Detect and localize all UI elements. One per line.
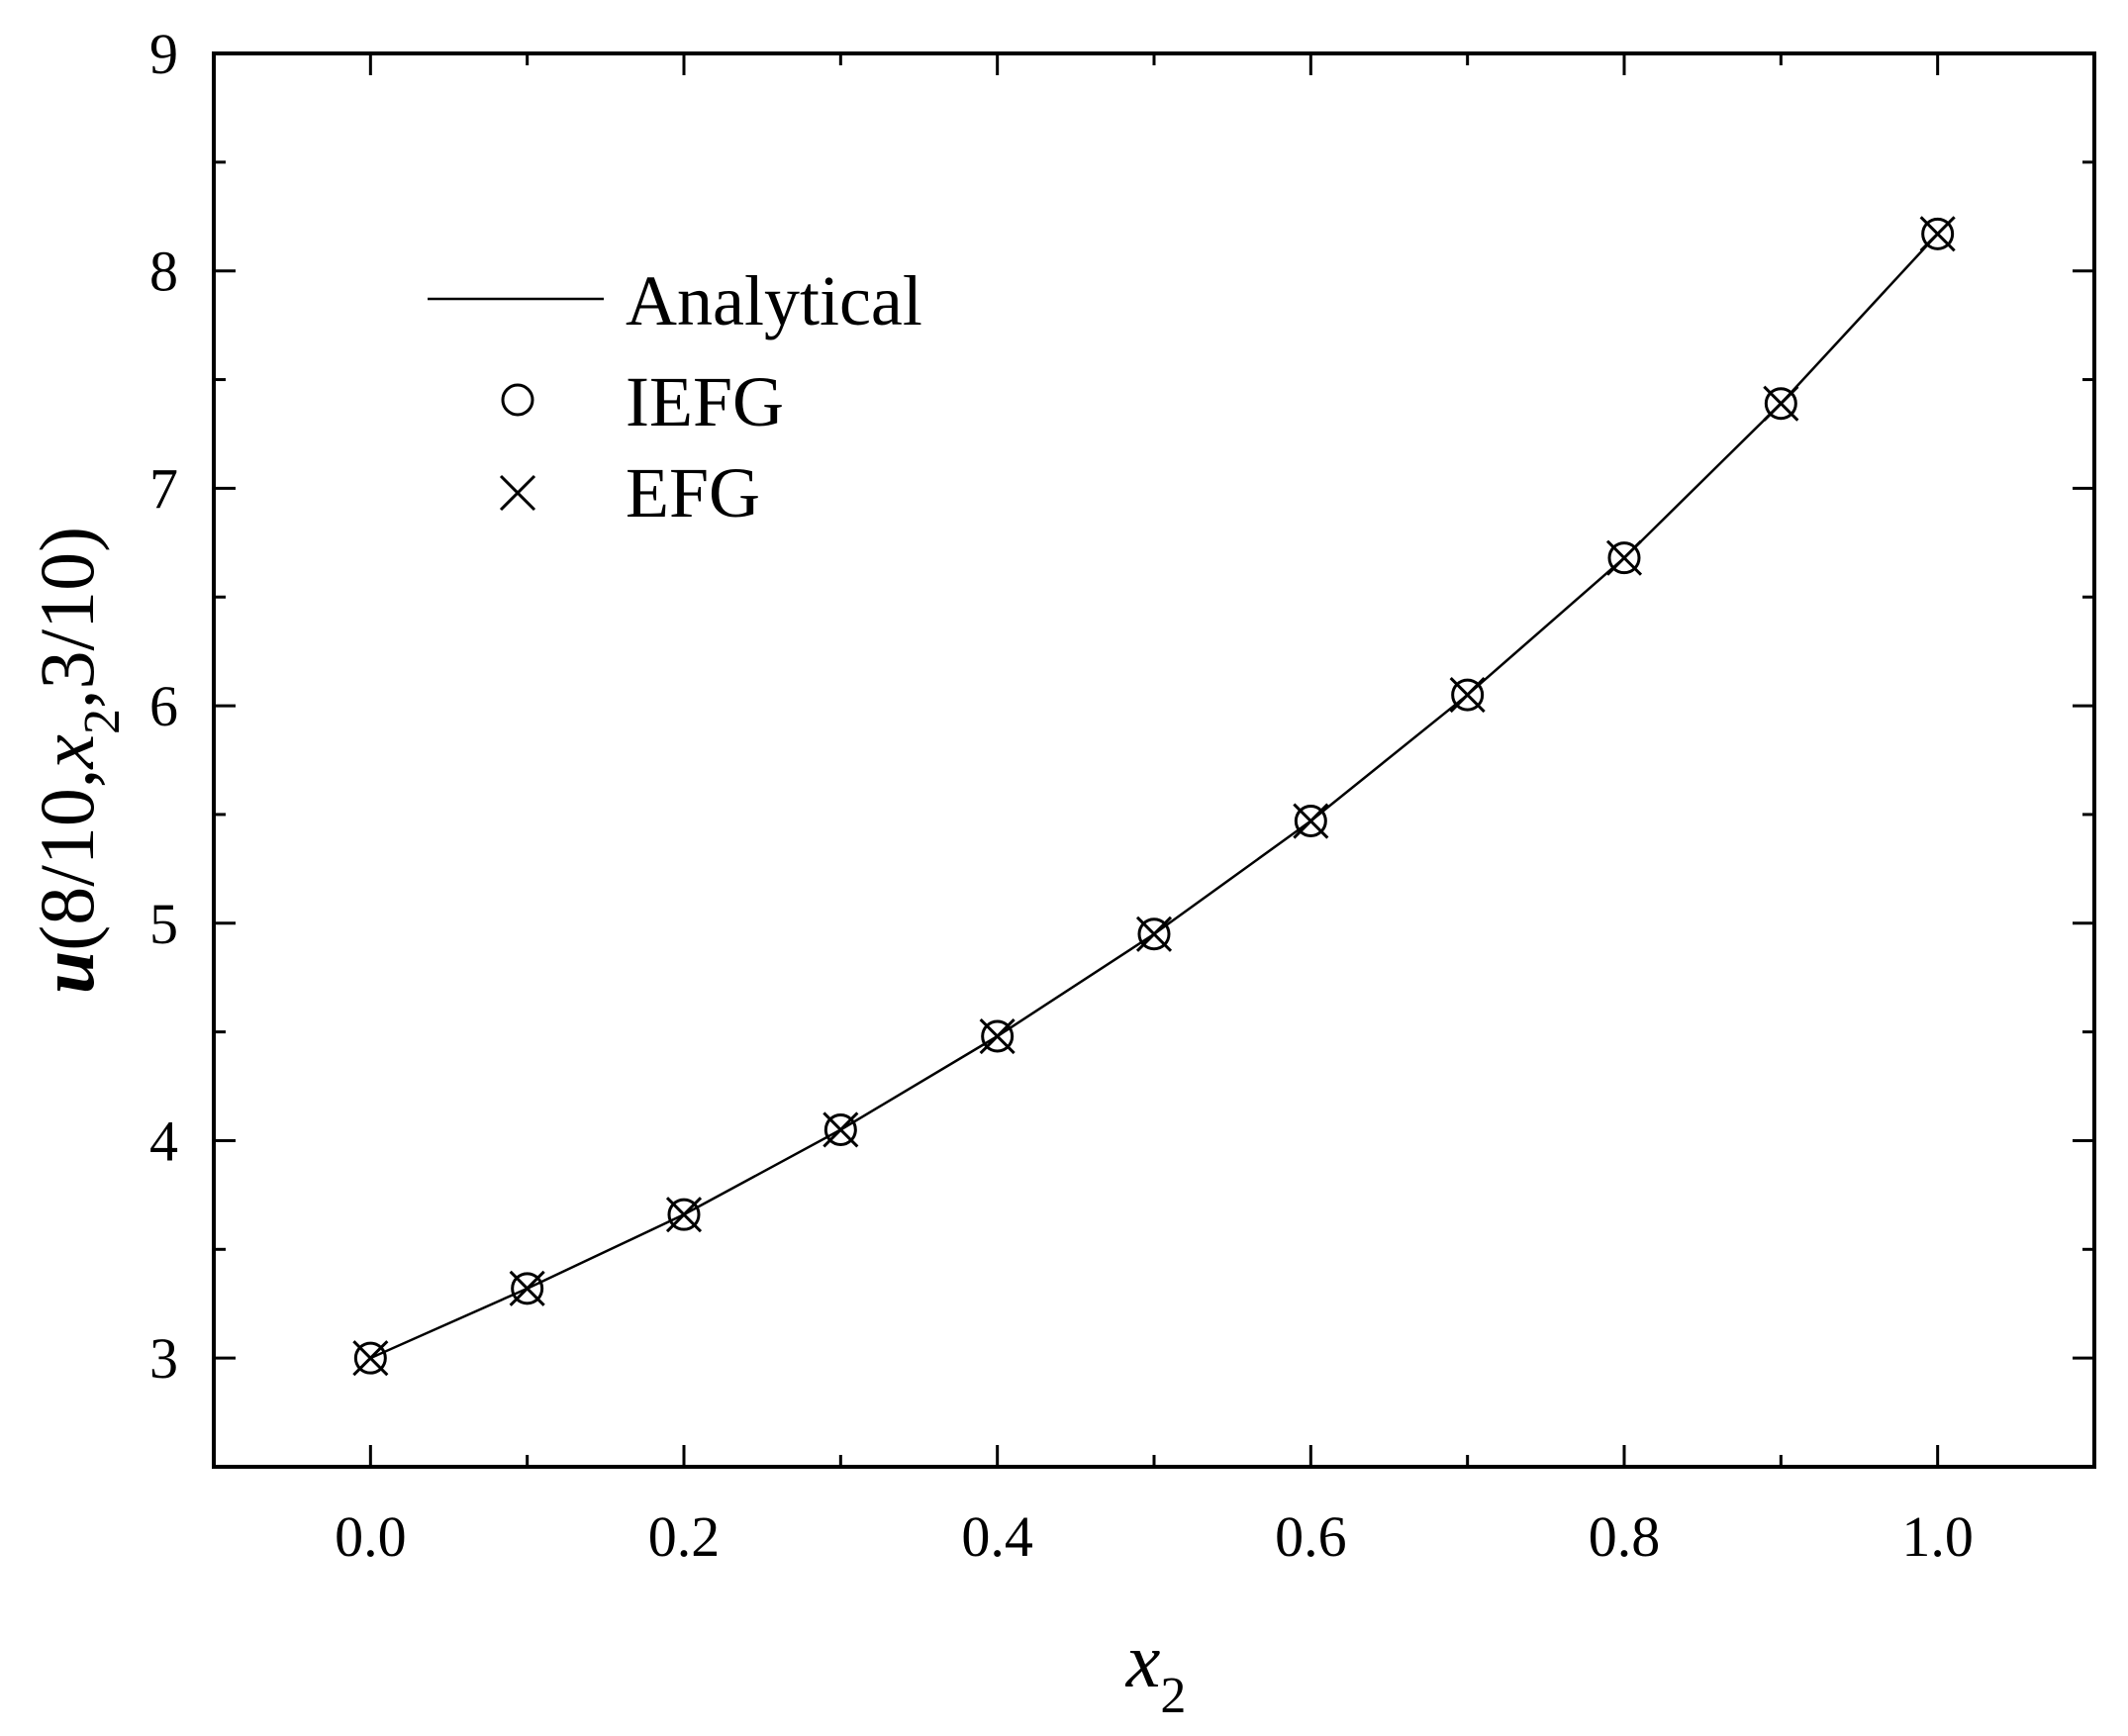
iefg-point [1137,917,1171,951]
legend-iefg-marker [501,383,534,417]
efg-point [1919,216,1956,252]
efg-point [1293,803,1329,839]
efg-point [1135,916,1173,952]
y-tick-label: 4 [149,1109,178,1173]
efg-point [352,1340,389,1377]
x-tick-label: 1.0 [1901,1504,1974,1569]
iefg-point [1607,541,1641,575]
plot-frame [212,51,2096,1469]
iefg-point [1294,805,1327,838]
iefg-point [1764,387,1797,421]
iefg-point [1921,217,1955,250]
x-axis-title: x2 [1125,1617,1187,1724]
y-tick-label: 5 [149,892,178,956]
efg-point [1449,677,1486,714]
legend-efg-marker [499,474,536,512]
iefg-point [667,1198,701,1231]
y-tick-label: 9 [149,22,178,86]
iefg-point [353,1341,387,1375]
y-axis-title: u(8/10,x2,3/10) [24,527,131,994]
legend-analytical-label: Analytical [626,261,922,340]
efg-point [665,1197,703,1233]
legend: Analytical IEFG EFG [428,261,922,532]
y-tick-label: 3 [149,1326,178,1391]
efg-point [979,1017,1016,1055]
legend-iefg-label: IEFG [626,362,784,441]
y-tick-label: 6 [149,674,178,738]
legend-efg-label: EFG [626,453,760,532]
iefg-point [823,1112,857,1146]
x-tick-label: 0.6 [1275,1504,1347,1569]
x-tick-label: 0.4 [961,1504,1033,1569]
efg-point [509,1270,545,1306]
iefg-point [1451,678,1485,712]
iefg-point [511,1272,544,1305]
x-tick-label: 0.8 [1589,1504,1661,1569]
tick-labels: 0.0 0.2 0.4 0.6 0.8 1.0 3 4 5 6 7 8 9 [149,22,1974,1569]
x-tick-label: 0.0 [335,1504,407,1569]
series-layer [352,216,1956,1377]
axis-ticks [212,51,2096,1469]
efg-point [822,1111,859,1148]
x-tick-label: 0.2 [648,1504,721,1569]
y-tick-label: 7 [149,456,178,521]
efg-point [1605,539,1643,576]
y-tick-label: 8 [149,240,178,304]
efg-point [1763,385,1799,422]
iefg-point [981,1019,1015,1053]
analytical-line [369,233,1939,1360]
